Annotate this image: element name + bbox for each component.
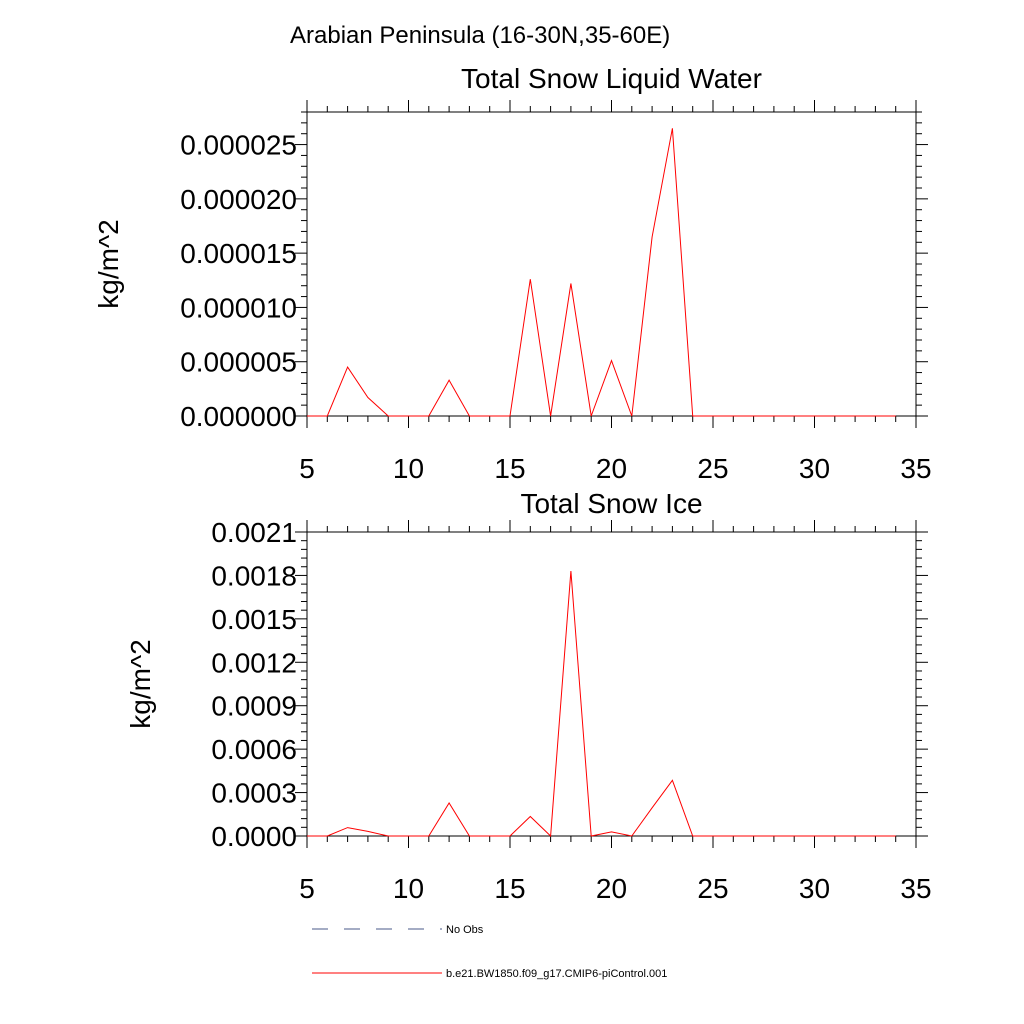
plot-frame xyxy=(306,111,917,417)
plot-frame xyxy=(306,531,917,837)
series-line-0 xyxy=(307,571,896,838)
x-tick-label: 20 xyxy=(596,453,627,484)
x-tick-label: 25 xyxy=(697,453,728,484)
panel-total-snow-liquid-water: Total Snow Liquid Water kg/m^2 5 10 15 20 25 30… xyxy=(93,63,932,484)
y-tick-label: 0.000000 xyxy=(180,401,297,432)
y-tick-label: 0.0012 xyxy=(211,647,297,678)
x-tick-label: 5 xyxy=(299,453,315,484)
y-tick-label: 0.0006 xyxy=(211,734,297,765)
x-tick-label: 5 xyxy=(299,873,315,904)
y-tick-label: 0.0000 xyxy=(211,821,297,852)
series-line-0 xyxy=(307,128,896,417)
x-tick-label: 10 xyxy=(393,873,424,904)
y-axis-label: kg/m^2 xyxy=(125,639,156,728)
y-tick-label: 0.000010 xyxy=(180,292,297,323)
y-tick-label: 0.0015 xyxy=(211,604,297,635)
x-tick-label: 15 xyxy=(494,873,525,904)
y-tick-label: 0.0021 xyxy=(211,517,297,548)
y-tick-label: 0.0003 xyxy=(211,778,297,809)
region-title: Arabian Peninsula (16-30N,35-60E) xyxy=(290,22,670,49)
x-tick-label: 15 xyxy=(494,453,525,484)
y-axis-label: kg/m^2 xyxy=(93,219,124,308)
y-tick-label: 0.000015 xyxy=(180,238,297,269)
chart-title: Total Snow Liquid Water xyxy=(461,63,762,94)
x-tick-label: 10 xyxy=(393,453,424,484)
chart-title: Total Snow Ice xyxy=(520,488,702,519)
legend: No Obs b.e21.BW1850.f09_g17.CMIP6-piCont… xyxy=(312,924,667,980)
legend-label-model: b.e21.BW1850.f09_g17.CMIP6-piControl.001 xyxy=(446,968,667,980)
y-tick-label: 0.000020 xyxy=(180,184,297,215)
x-tick-label: 35 xyxy=(900,453,931,484)
x-tick-label: 25 xyxy=(697,873,728,904)
x-tick-label: 35 xyxy=(900,873,931,904)
legend-label-no-obs: No Obs xyxy=(446,924,484,936)
y-tick-label: 0.000025 xyxy=(180,130,297,161)
y-tick-label: 0.000005 xyxy=(180,347,297,378)
panel-total-snow-ice: Total Snow Ice kg/m^2 5 10 15 20 25 30 35 0.0000 0… xyxy=(125,488,932,904)
x-tick-label: 30 xyxy=(799,453,830,484)
y-tick-label: 0.0018 xyxy=(211,560,297,591)
x-tick-label: 20 xyxy=(596,873,627,904)
x-tick-label: 30 xyxy=(799,873,830,904)
y-tick-label: 0.0009 xyxy=(211,691,297,722)
